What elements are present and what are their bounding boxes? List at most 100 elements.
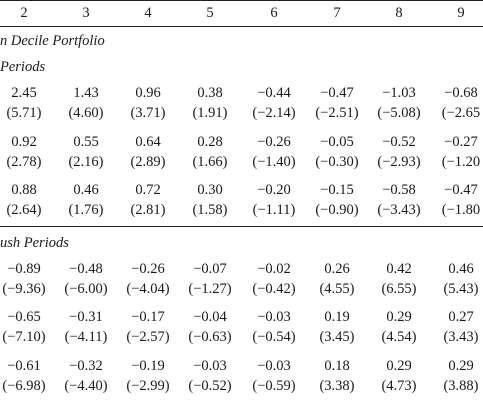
t-stat-cell: (4.73) [381, 378, 417, 394]
t-stat-cell: (−0.90) [315, 202, 359, 218]
top-rule [0, 0, 483, 1]
coefficient-cell: −0.89 [7, 261, 41, 277]
t-stat-cell: (1.91) [192, 105, 228, 121]
t-stat-cell: (2.78) [6, 154, 42, 170]
t-stat-cell: (−0.59) [252, 378, 296, 394]
coefficient-cell: −0.47 [444, 182, 478, 198]
coefficient-cell: −0.26 [257, 134, 291, 150]
header-rule [0, 26, 483, 27]
coefficient-cell: −0.31 [69, 309, 103, 325]
t-stat-cell: (−0.54) [252, 329, 296, 345]
t-stat-cell: (−7.10) [2, 329, 46, 345]
section-label-periods: Periods [0, 59, 46, 75]
t-stat-cell: (−4.04) [126, 281, 170, 297]
column-header-7: 7 [333, 5, 341, 21]
coefficient-cell: 0.29 [386, 358, 412, 374]
coefficient-cell: 0.96 [135, 85, 161, 101]
coefficient-cell: −0.20 [257, 182, 291, 198]
coefficient-cell: −0.02 [257, 261, 291, 277]
t-stat-cell: (−4.40) [64, 378, 108, 394]
column-header-8: 8 [395, 5, 403, 21]
t-stat-cell: (−2.93) [377, 154, 421, 170]
t-stat-cell: (−2.51) [315, 105, 359, 121]
t-stat-cell: (1.58) [192, 202, 228, 218]
coefficient-cell: −0.27 [444, 134, 478, 150]
coefficient-cell: −0.03 [257, 358, 291, 374]
t-stat-cell: (−2.99) [126, 378, 170, 394]
t-stat-cell: (−0.30) [315, 154, 359, 170]
coefficient-cell: −0.58 [382, 182, 416, 198]
coefficient-cell: 1.43 [73, 85, 99, 101]
t-stat-cell: (3.43) [443, 329, 479, 345]
coefficient-cell: 0.18 [324, 358, 350, 374]
coefficient-cell: −0.04 [193, 309, 227, 325]
t-stat-cell: (−1.80 [441, 202, 481, 218]
coefficient-cell: −0.44 [257, 85, 291, 101]
t-stat-cell: (3.71) [130, 105, 166, 121]
panel-title: n Decile Portfolio [0, 33, 105, 49]
coefficient-cell: 0.26 [324, 261, 350, 277]
coefficient-cell: 0.42 [386, 261, 412, 277]
coefficient-cell: 0.46 [73, 182, 99, 198]
coefficient-cell: 0.27 [448, 309, 474, 325]
coefficient-cell: −0.07 [193, 261, 227, 277]
t-stat-cell: (3.45) [319, 329, 355, 345]
column-header-6: 6 [270, 5, 278, 21]
t-stat-cell: (−3.43) [377, 202, 421, 218]
t-stat-cell: (3.88) [443, 378, 479, 394]
t-stat-cell: (4.55) [319, 281, 355, 297]
t-stat-cell: (−5.08) [377, 105, 421, 121]
coefficient-cell: −0.26 [131, 261, 165, 277]
column-header-5: 5 [206, 5, 214, 21]
column-header-9: 9 [457, 5, 465, 21]
t-stat-cell: (4.54) [381, 329, 417, 345]
t-stat-cell: (−1.27) [188, 281, 232, 297]
coefficient-cell: −0.17 [131, 309, 165, 325]
coefficient-cell: −0.61 [7, 358, 41, 374]
coefficient-cell: 0.29 [386, 309, 412, 325]
t-stat-cell: (−1.40) [252, 154, 296, 170]
t-stat-cell: (−2.57) [126, 329, 170, 345]
coefficient-cell: 0.29 [448, 358, 474, 374]
t-stat-cell: (3.38) [319, 378, 355, 394]
coefficient-cell: 0.64 [135, 134, 161, 150]
t-stat-cell: (6.55) [381, 281, 417, 297]
t-stat-cell: (−6.00) [64, 281, 108, 297]
column-header-4: 4 [144, 5, 152, 21]
coefficient-cell: 0.19 [324, 309, 350, 325]
coefficient-cell: −0.03 [193, 358, 227, 374]
coefficient-cell: 2.45 [11, 85, 37, 101]
section-label-ush-periods: ush Periods [0, 235, 69, 251]
coefficient-cell: 0.30 [197, 182, 223, 198]
t-stat-cell: (2.81) [130, 202, 166, 218]
coefficient-cell: −0.47 [320, 85, 354, 101]
coefficient-cell: 0.28 [197, 134, 223, 150]
coefficient-cell: −0.48 [69, 261, 103, 277]
t-stat-cell: (−0.63) [188, 329, 232, 345]
coefficient-cell: 0.72 [135, 182, 161, 198]
coefficient-cell: 0.46 [448, 261, 474, 277]
coefficient-cell: −0.05 [320, 134, 354, 150]
coefficient-cell: −0.68 [444, 85, 478, 101]
t-stat-cell: (−4.11) [64, 329, 108, 345]
t-stat-cell: (−2.14) [252, 105, 296, 121]
coefficient-cell: −0.32 [69, 358, 103, 374]
t-stat-cell: (1.76) [68, 202, 104, 218]
coefficient-cell: −0.19 [131, 358, 165, 374]
t-stat-cell: (5.43) [443, 281, 479, 297]
column-header-3: 3 [82, 5, 90, 21]
coefficient-cell: 0.55 [73, 134, 99, 150]
column-header-2: 2 [20, 5, 28, 21]
coefficient-cell: −0.52 [382, 134, 416, 150]
t-stat-cell: (−6.98) [2, 378, 46, 394]
coefficient-cell: 0.92 [11, 134, 37, 150]
t-stat-cell: (−9.36) [2, 281, 46, 297]
t-stat-cell: (2.64) [6, 202, 42, 218]
t-stat-cell: (2.89) [130, 154, 166, 170]
t-stat-cell: (−0.42) [252, 281, 296, 297]
coefficient-cell: −0.15 [320, 182, 354, 198]
t-stat-cell: (1.66) [192, 154, 228, 170]
t-stat-cell: (−1.11) [252, 202, 296, 218]
t-stat-cell: (2.16) [68, 154, 104, 170]
t-stat-cell: (−1.20 [441, 154, 481, 170]
